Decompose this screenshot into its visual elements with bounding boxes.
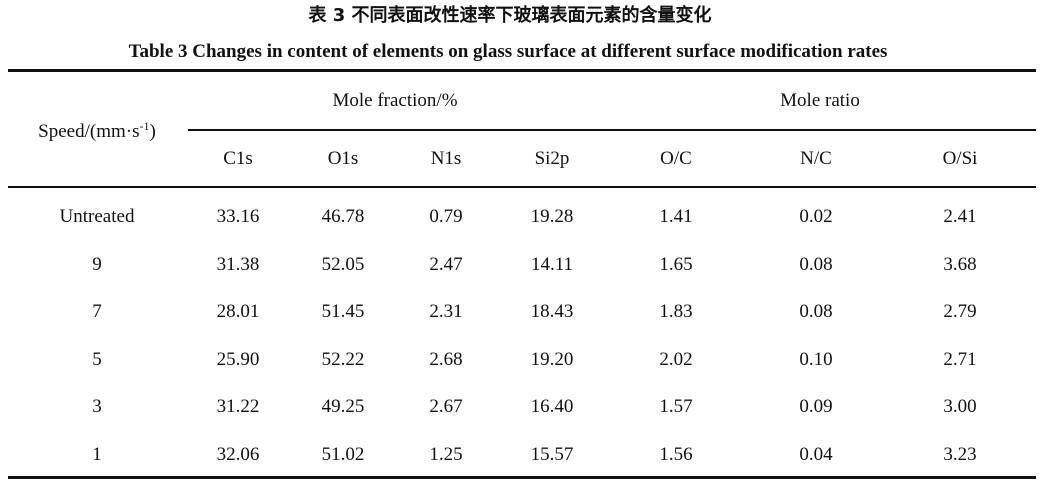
column-header: N/C [800,148,832,169]
group-rule [188,129,1036,131]
cell: 25.90 [216,348,260,370]
top-rule [8,69,1036,72]
cell: 2.02 [659,348,693,370]
cell: 3.68 [943,253,977,275]
cell: 19.28 [530,206,574,227]
cell: 32.06 [216,444,260,465]
title-cn: 表 3 不同表面改性速率下玻璃表面元素的含量变化 [308,5,712,26]
cell: 1.57 [659,396,693,418]
cell: 0.02 [799,206,833,227]
cell: 16.40 [530,396,574,418]
cell: 19.20 [530,348,574,370]
group-header: Mole ratio [780,90,860,111]
row-label: Untreated [59,206,135,227]
cell: 1.41 [659,206,693,227]
cell: 31.22 [216,396,260,418]
speed-header: Speed/(mm·s-1) [38,119,156,143]
cell: 1.83 [659,301,693,323]
title-en: Table 3 Changes in content of elements o… [128,41,888,62]
row-label: 3 [92,396,102,418]
cell: 2.67 [429,396,463,418]
cell: 28.01 [216,301,260,323]
cell: 15.57 [530,444,574,465]
cell: 2.41 [943,206,977,227]
column-header: C1s [223,148,253,169]
cell: 0.08 [799,253,833,275]
column-header: N1s [430,148,462,169]
cell: 0.10 [799,348,833,370]
cell: 3.23 [943,444,977,465]
speed-close: ) [149,121,156,142]
group-header: Mole fraction/% [332,90,458,111]
cell: 52.22 [321,348,365,370]
cell: 1.65 [659,253,693,275]
cell: 2.79 [943,301,977,323]
row-label: 5 [92,348,102,370]
speed-sup: -1 [139,119,150,133]
cell: 0.79 [429,206,463,227]
cell: 0.08 [799,301,833,323]
cell: 51.02 [321,444,365,465]
cell: 0.04 [799,444,833,465]
cell: 33.16 [216,206,260,227]
column-header: O/C [660,148,692,169]
cell: 2.31 [429,301,463,323]
cell: 46.78 [321,206,365,227]
cell: 52.05 [321,253,365,275]
cell: 14.11 [530,253,574,275]
header-rule [8,186,1036,188]
cell: 51.45 [321,301,365,323]
cell: 1.25 [429,444,463,465]
cell: 2.68 [429,348,463,370]
column-header: Si2p [534,148,570,169]
bottom-rule [8,476,1036,479]
cell: 49.25 [321,396,365,418]
cell: 2.47 [429,253,463,275]
cell: 0.09 [799,396,833,418]
cell: 1.56 [659,444,693,465]
column-header: O1s [327,148,359,169]
speed-text: Speed/(mm·s [38,121,140,142]
cell: 18.43 [530,301,574,323]
cell: 2.71 [943,348,977,370]
row-label: 1 [92,444,102,465]
column-header: O/Si [942,148,978,169]
row-label: 9 [92,253,102,275]
cell: 3.00 [943,396,977,418]
cell: 31.38 [216,253,260,275]
row-label: 7 [92,301,102,323]
